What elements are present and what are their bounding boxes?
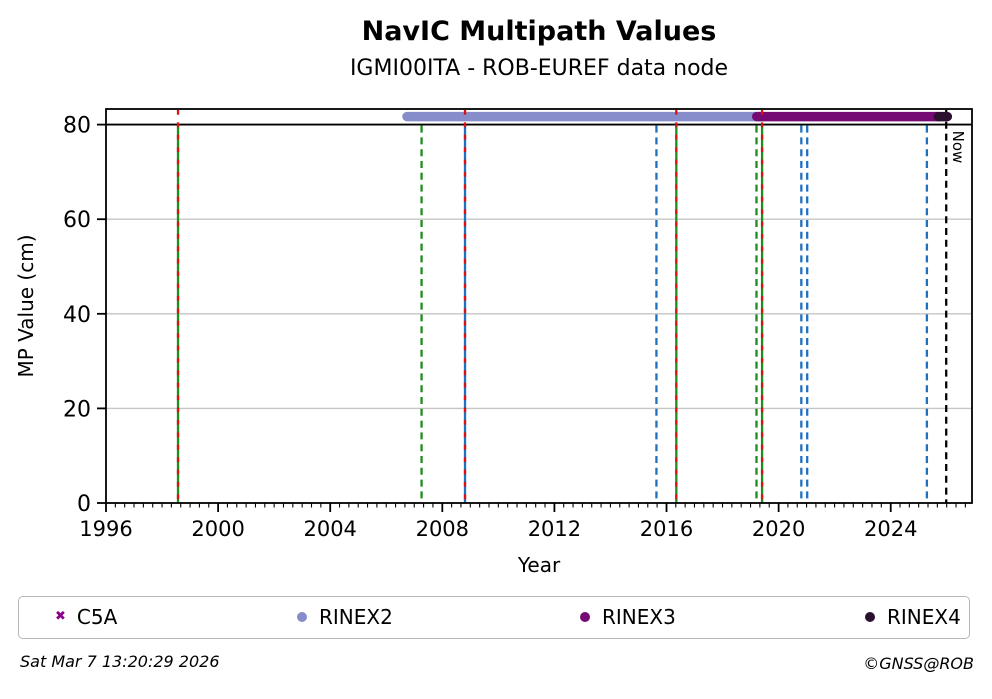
series-band-rinex2 [402,111,767,122]
legend-label: C5A [76,605,118,629]
legend-marker-x-icon: ✖ [55,609,66,624]
credit-text: ©GNSS@ROB [863,654,974,673]
now-label: Now [949,131,967,164]
legend-label: RINEX3 [602,605,676,629]
y-tick-label-40: 40 [63,303,91,328]
y-tick-label-0: 0 [77,492,91,517]
y-tick-label-20: 20 [63,397,91,422]
legend-item-c5a: ✖ C5A [55,597,117,637]
timestamp-text: Sat Mar 7 13:20:29 2026 [20,652,220,671]
y-tick-label-80: 80 [63,114,91,139]
x-tick-label-2004: 2004 [303,517,356,541]
series-band-rinex3 [752,111,944,122]
legend-label: RINEX2 [319,605,393,629]
plot-frame [105,108,973,504]
x-tick-label-2008: 2008 [416,517,469,541]
legend-marker-dot-icon [580,612,590,622]
chart-title: NavIC Multipath Values [361,16,717,47]
y-axis-label: MP Value (cm) [14,234,38,377]
y-tick-label-60: 60 [63,208,91,233]
legend-item-rinex3: RINEX3 [580,597,676,637]
x-tick-label-2016: 2016 [640,517,693,541]
x-tick-label-2024: 2024 [864,517,917,541]
legend-item-rinex4: RINEX4 [865,597,961,637]
series-band-rinex4 [933,111,953,122]
plot-area: Now 1996 2000 2004 2008 2012 2016 2020 2024 0 20 40… [14,108,973,577]
x-tick-label-2012: 2012 [528,517,581,541]
x-tick-label-1996: 1996 [79,517,132,541]
legend-marker-dot-icon [865,612,875,622]
x-tick-label-2020: 2020 [752,517,805,541]
x-tick-label-2000: 2000 [191,517,244,541]
legend-marker-dot-icon [297,612,307,622]
chart-subtitle: IGMI00ITA - ROB-EUREF data node [349,56,729,81]
legend: ✖ C5A RINEX2 RINEX3 RINEX4 [18,596,970,639]
legend-item-rinex2: RINEX2 [297,597,393,637]
x-axis-label: Year [517,553,561,577]
legend-label: RINEX4 [887,605,961,629]
